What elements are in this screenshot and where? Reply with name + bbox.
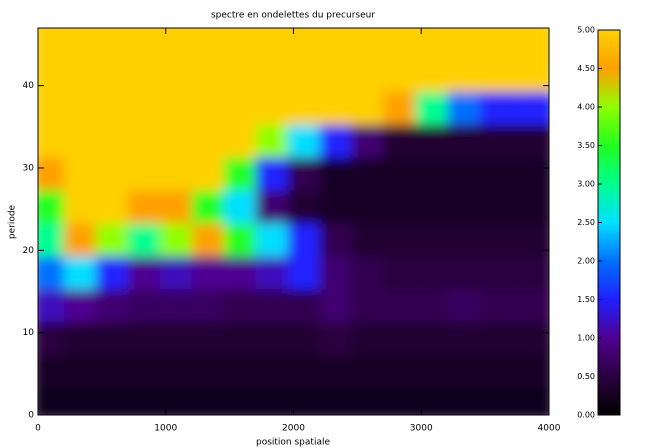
colorbar (598, 30, 620, 415)
heat-cell (511, 28, 549, 59)
y-tick-label: 30 (23, 163, 35, 173)
heatmap (38, 28, 549, 415)
colorbar-tick-label: 5.00 (577, 26, 595, 35)
y-tick-label: 0 (28, 411, 34, 421)
colorbar-tick-label: 4.00 (577, 103, 595, 112)
x-tick-label: 4000 (538, 424, 561, 434)
colorbar-tick-label: 1.50 (577, 295, 595, 304)
y-tick-label: 40 (23, 81, 35, 91)
x-tick-label: 2000 (282, 424, 305, 434)
colorbar-tick-label: 4.50 (577, 64, 595, 73)
colorbar-tick-label: 1.00 (577, 334, 595, 343)
heatmap-cells (38, 28, 549, 415)
y-tick-label: 10 (23, 328, 35, 338)
colorbar-tick-label: 2.50 (577, 218, 595, 227)
colorbar-tick-label: 3.00 (577, 180, 595, 189)
colorbar-tick-label: 0.50 (577, 372, 595, 381)
colorbar-tick-label: 2.00 (577, 257, 595, 266)
colorbar-tick-label: 0.00 (577, 411, 595, 420)
colorbar-tick-label: 3.50 (577, 141, 595, 150)
y-tick-label: 20 (23, 246, 35, 256)
x-tick-label: 3000 (410, 424, 433, 434)
x-tick-label: 1000 (154, 424, 177, 434)
y-axis-label: periode (8, 204, 18, 239)
x-tick-label: 0 (35, 424, 41, 434)
x-axis-label: position spatiale (256, 438, 330, 448)
chart-title: spectre en ondelettes du precurseur (211, 11, 375, 21)
